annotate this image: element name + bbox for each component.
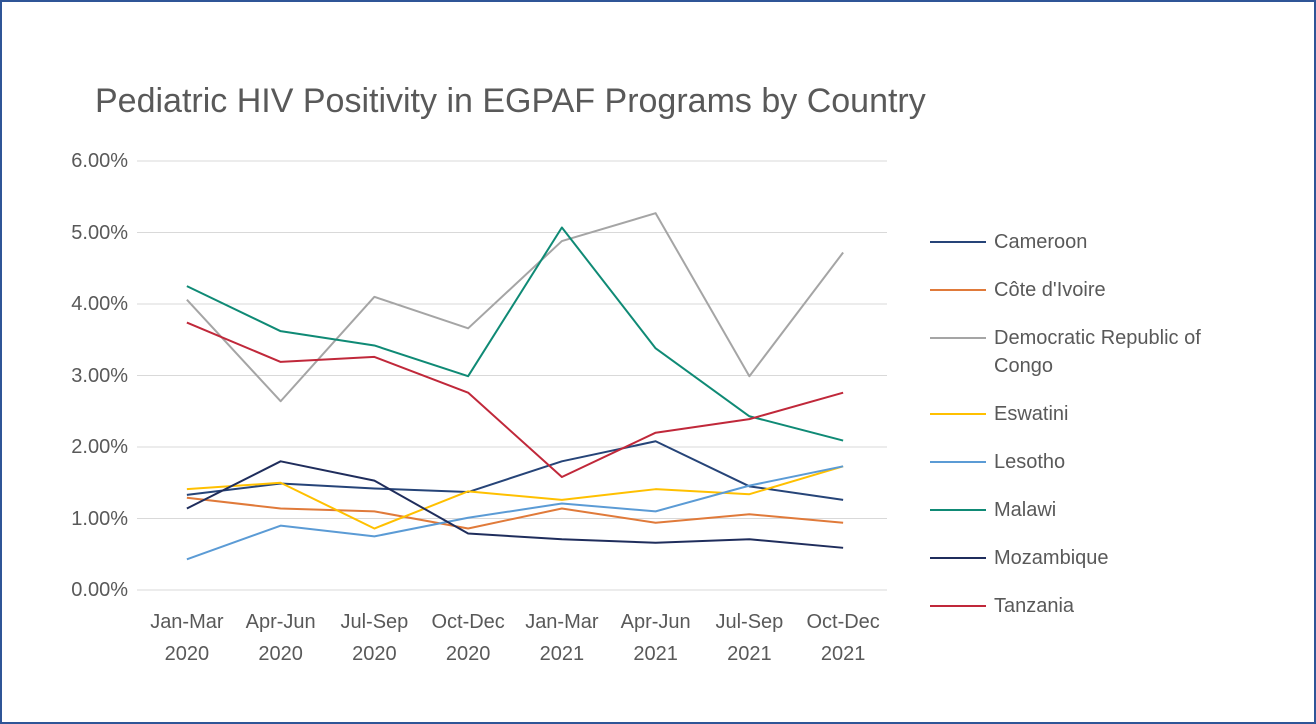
legend-item: Lesotho (930, 448, 1230, 476)
x-tick-label: Oct-Dec 2020 (431, 611, 505, 665)
y-tick-label: 2.00% (71, 436, 128, 458)
legend-swatch (930, 557, 986, 559)
y-tick-label: 4.00% (71, 293, 128, 315)
legend-swatch (930, 337, 986, 339)
legend-label: Democratic Republic of Congo (994, 327, 1201, 377)
legend-swatch (930, 289, 986, 291)
x-tick-label: Jan-Mar 2021 (525, 611, 599, 665)
legend-swatch (930, 509, 986, 511)
series-line (186, 226, 844, 442)
series-line (186, 460, 844, 549)
legend-item: Côte d'Ivoire (930, 276, 1230, 304)
legend: Cameroon Côte d'Ivoire Democratic Republic… (930, 228, 1230, 640)
legend-label: Cameroon (994, 231, 1088, 253)
legend-item: Tanzania (930, 592, 1230, 620)
x-tick-label: Jan-Mar 2020 (150, 611, 224, 665)
legend-label: Lesotho (994, 451, 1066, 473)
legend-item: Cameroon (930, 228, 1230, 256)
legend-item: Mozambique (930, 544, 1230, 572)
series-line (186, 440, 844, 501)
series-line (186, 465, 844, 530)
x-tick-label: Jul-Sep 2021 (715, 611, 784, 665)
legend-item: Eswatini (930, 400, 1230, 428)
legend-swatch (930, 413, 986, 415)
x-tick-label: Oct-Dec 2021 (806, 611, 880, 665)
legend-label: Malawi (994, 499, 1057, 521)
series-line (186, 321, 844, 479)
series-line (186, 496, 844, 530)
series-line (186, 465, 844, 561)
y-tick-label: 3.00% (71, 364, 128, 387)
legend-swatch (930, 461, 986, 463)
x-tick-label: Apr-Jun 2020 (245, 611, 316, 665)
series-line (186, 212, 844, 403)
chart-title: Pediatric HIV Positivity in EGPAF Progra… (95, 82, 926, 120)
y-tick-label: 0.00% (71, 579, 128, 601)
x-tick-label: Apr-Jun 2021 (620, 611, 691, 665)
legend-swatch (930, 605, 986, 607)
legend-item: Democratic Republic of Congo (930, 324, 1230, 380)
y-tick-label: 1.00% (71, 507, 128, 530)
legend-swatch (930, 241, 986, 243)
legend-label: Mozambique (994, 547, 1109, 569)
x-tick-label: Jul-Sep 2020 (340, 611, 409, 665)
legend-label: Eswatini (994, 403, 1069, 425)
legend-item: Malawi (930, 496, 1230, 524)
legend-label: Côte d'Ivoire (994, 279, 1106, 301)
y-tick-label: 5.00% (71, 221, 128, 244)
y-tick-label: 6.00% (71, 150, 128, 172)
legend-label: Tanzania (994, 595, 1075, 617)
